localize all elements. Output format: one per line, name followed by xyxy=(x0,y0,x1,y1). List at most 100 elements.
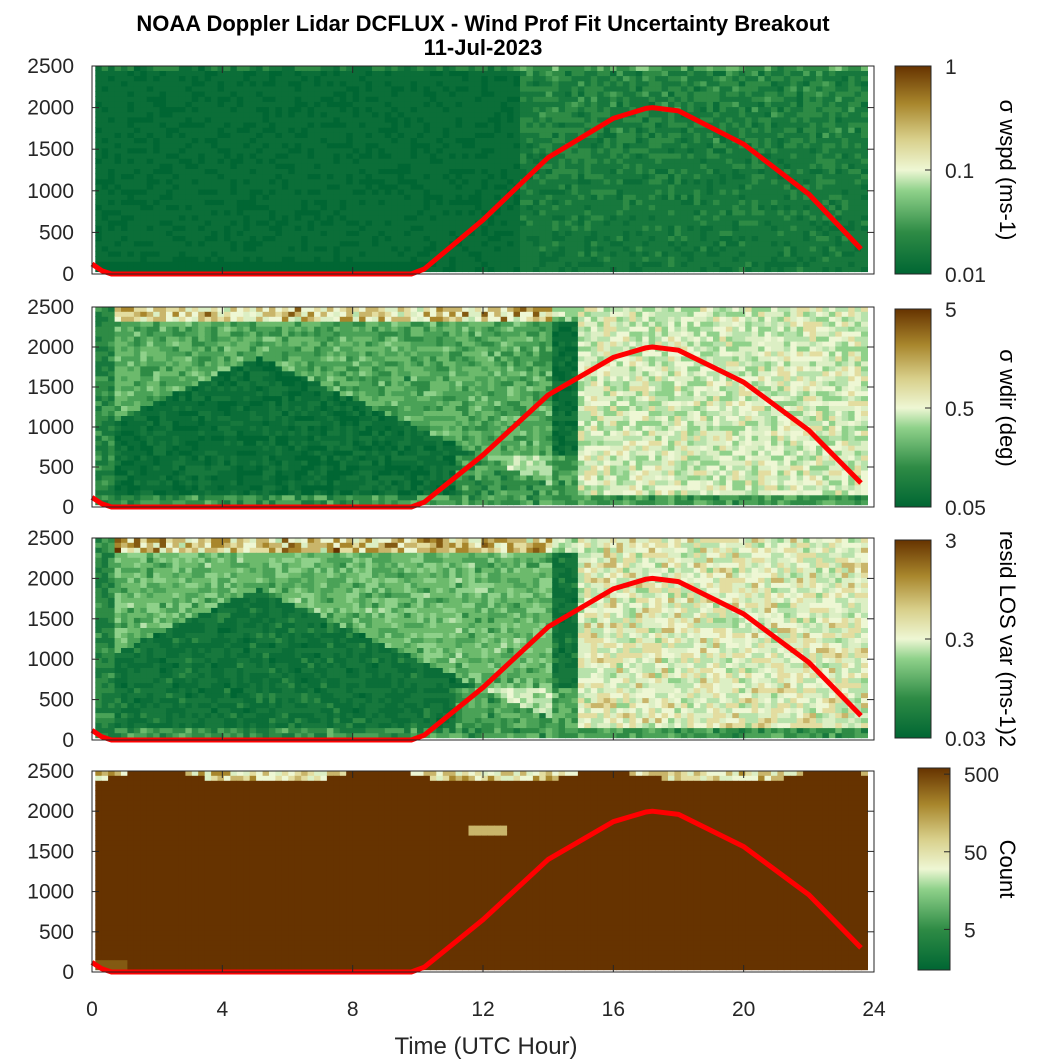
heatmap-cell xyxy=(700,204,708,211)
heatmap-cell xyxy=(751,96,759,102)
heatmap-cell xyxy=(294,168,302,175)
heatmap-cell xyxy=(307,250,315,257)
heatmap-cell xyxy=(172,121,180,128)
heatmap-cell xyxy=(114,499,122,506)
heatmap-cell xyxy=(121,137,128,144)
heatmap-cell xyxy=(616,209,624,216)
heatmap-cell xyxy=(146,266,154,273)
heatmap-cell xyxy=(269,158,276,164)
heatmap-cell xyxy=(133,183,141,190)
heatmap-cell xyxy=(494,127,502,133)
heatmap-cell xyxy=(610,219,618,226)
heatmap-cell xyxy=(423,214,431,221)
heatmap-cell xyxy=(346,250,354,257)
heatmap-cell xyxy=(114,494,122,501)
heatmap-cell xyxy=(262,266,270,273)
heatmap-cell xyxy=(719,189,727,195)
heatmap-cell xyxy=(693,266,701,273)
heatmap-cell xyxy=(101,489,109,496)
heatmap-cell xyxy=(629,209,637,216)
heatmap-cell xyxy=(725,240,733,247)
heatmap-cell xyxy=(372,209,379,216)
heatmap-cell xyxy=(500,266,508,273)
heatmap-cell xyxy=(346,204,354,211)
heatmap-cell xyxy=(359,245,367,252)
heatmap-cell xyxy=(597,266,605,273)
heatmap-cell xyxy=(95,66,103,71)
heatmap-cell xyxy=(114,91,122,97)
heatmap-cell xyxy=(301,189,309,195)
heatmap-cell xyxy=(661,245,669,252)
heatmap-cell xyxy=(532,235,540,242)
heatmap-cell xyxy=(854,116,862,123)
heatmap-cell xyxy=(211,173,219,180)
heatmap-cell xyxy=(674,183,682,190)
heatmap-cell xyxy=(494,214,502,221)
heatmap-cell xyxy=(687,66,695,71)
heatmap-cell xyxy=(474,66,482,71)
colorbar-tick-label: 0.01 xyxy=(945,264,986,287)
heatmap-cell xyxy=(655,214,663,221)
heatmap-cell xyxy=(462,173,470,180)
heatmap-cell xyxy=(577,235,585,242)
heatmap-cell xyxy=(346,85,354,92)
heatmap-cell xyxy=(771,96,778,102)
heatmap-cell xyxy=(146,127,154,133)
heatmap-cell xyxy=(172,80,180,87)
heatmap-cell xyxy=(693,66,701,71)
heatmap-cell xyxy=(513,132,521,138)
heatmap-cell xyxy=(790,173,798,180)
heatmap-cell xyxy=(236,101,244,108)
heatmap-cell xyxy=(217,204,225,211)
heatmap-cell xyxy=(352,91,360,97)
heatmap-cell xyxy=(816,111,823,118)
heatmap-cell xyxy=(841,168,849,175)
heatmap-cell xyxy=(294,106,302,113)
heatmap-cell xyxy=(494,142,502,149)
heatmap-cell xyxy=(127,194,135,200)
heatmap-cell xyxy=(848,240,856,247)
heatmap-cell xyxy=(262,70,270,77)
heatmap-cell xyxy=(783,261,791,267)
heatmap-cell xyxy=(661,250,669,257)
heatmap-cell xyxy=(249,189,257,195)
heatmap-cell xyxy=(121,152,128,159)
heatmap-cell xyxy=(777,137,785,144)
heatmap-cell xyxy=(706,204,714,211)
heatmap-cell xyxy=(243,147,251,154)
heatmap-cell xyxy=(256,75,264,82)
heatmap-cell xyxy=(500,147,508,154)
heatmap-cell xyxy=(333,168,341,175)
heatmap-cell xyxy=(577,70,585,77)
heatmap-cell xyxy=(352,199,360,206)
heatmap-cell xyxy=(719,91,727,97)
heatmap-cell xyxy=(95,96,103,102)
heatmap-cell xyxy=(468,158,476,164)
heatmap-cell xyxy=(700,132,708,138)
heatmap-cell xyxy=(700,214,708,221)
heatmap-cell xyxy=(771,204,778,211)
heatmap-cell xyxy=(288,245,296,252)
heatmap-cell xyxy=(301,75,309,82)
heatmap-cell xyxy=(404,168,412,175)
heatmap-cell xyxy=(166,75,173,82)
heatmap-cell xyxy=(455,111,463,118)
heatmap-cell xyxy=(520,66,527,71)
heatmap-cell xyxy=(513,204,521,211)
heatmap-cell xyxy=(172,137,180,144)
heatmap-cell xyxy=(326,230,334,236)
heatmap-cell xyxy=(655,189,663,195)
heatmap-cell xyxy=(378,101,386,108)
heatmap-cell xyxy=(417,230,424,236)
heatmap-cell xyxy=(610,245,618,252)
heatmap-cell xyxy=(680,91,688,97)
heatmap-cell xyxy=(622,121,630,128)
heatmap-cell xyxy=(629,189,637,195)
heatmap-cell xyxy=(809,219,817,226)
heatmap-cell xyxy=(854,214,862,221)
heatmap-cell xyxy=(706,209,714,216)
heatmap-cell xyxy=(211,261,219,267)
heatmap-cell xyxy=(635,194,643,200)
heatmap-cell xyxy=(442,111,450,118)
heatmap-cell xyxy=(191,230,199,236)
